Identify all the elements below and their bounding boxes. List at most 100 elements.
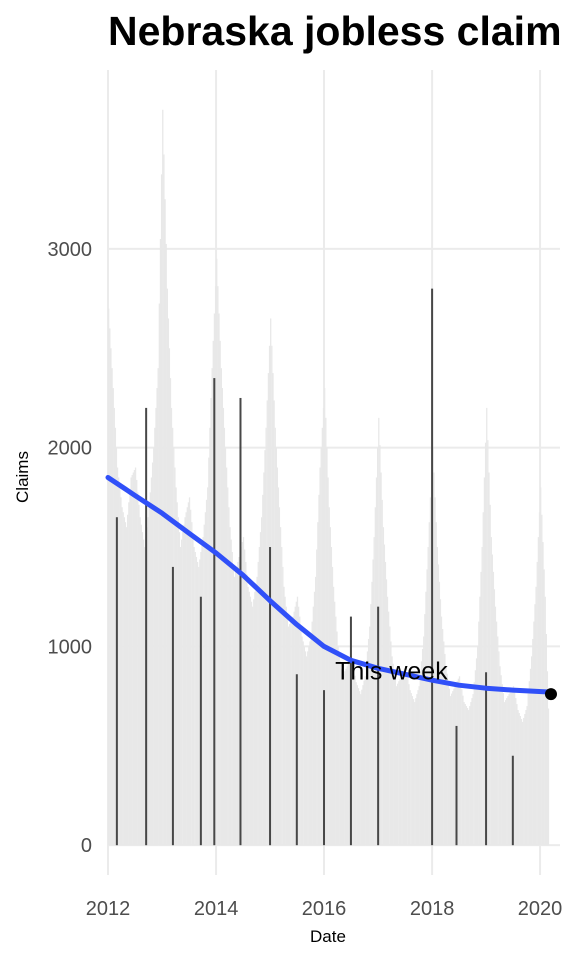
this-week-annotation: This week [335,657,448,685]
background-bar [273,400,275,846]
background-bar [437,564,440,846]
background-bar [410,693,412,846]
background-bar [475,658,478,846]
axis-labels: 2012 2014 2016 2018 2020 0 1000 2000 3000 Date Cla… [13,239,562,946]
background-bar [479,596,481,846]
background-bar [257,561,259,846]
background-bar [185,512,187,846]
background-bar [443,641,445,846]
background-bar [259,532,262,846]
background-bar [421,648,424,846]
background-bar [241,542,244,846]
background-bar [122,512,124,846]
background-bar [266,400,268,846]
background-bar [469,706,471,846]
background-bar [218,313,220,846]
background-bar [420,661,423,846]
background-bar [154,427,156,846]
background-bar [238,556,240,846]
background-bar [164,199,166,846]
background-bar [139,517,141,846]
background-bar [499,666,501,846]
background-bar [229,527,231,846]
background-bar [404,666,407,846]
background-bar [317,522,319,846]
background-bar [264,450,266,846]
background-bar [416,694,418,846]
background-bar [293,611,295,846]
background-bar [444,653,446,846]
background-bar [506,698,508,846]
background-bar [462,695,464,846]
background-bar [482,512,484,846]
background-bar [174,467,176,846]
background-bar [132,472,134,846]
background-bar [221,388,224,846]
background-bar [121,507,123,846]
background-bar [492,571,495,846]
background-bar [508,694,510,846]
background-bar [395,686,398,846]
background-bar [391,656,393,846]
background-bar [119,487,121,846]
background-bar [418,686,420,846]
background-bar [148,507,150,846]
background-bar [523,717,525,846]
background-bar [242,537,245,846]
background-bar [299,616,301,846]
background-bar [190,509,192,846]
background-bar [544,596,546,846]
background-bar [488,472,490,846]
background-bar [460,682,462,846]
background-bar [202,537,204,846]
background-bar [484,442,487,846]
background-bar [353,669,355,846]
claims-bar [511,755,514,846]
background-bar [343,673,345,846]
background-bar [194,552,196,846]
background-bar [388,611,390,846]
background-bar [487,440,489,846]
background-bar [230,539,232,846]
background-bar [457,678,460,846]
background-bar [214,286,217,846]
background-bar [541,514,543,846]
background-bar [498,651,500,846]
background-bar [324,388,326,846]
background-bar [448,688,451,846]
background-bar [191,522,193,846]
background-bar [255,584,257,846]
background-bar [371,581,373,846]
background-bar [503,702,506,846]
background-bar [465,706,468,846]
background-bar [346,666,348,846]
background-bar [358,691,361,846]
background-bar [354,675,356,846]
background-bar [517,710,519,846]
background-bar [284,596,286,846]
x-tick-label: 2018 [410,898,455,920]
background-bar [300,626,302,846]
background-bar [291,619,293,846]
background-bar [360,694,362,846]
background-bar [282,566,284,846]
claims-bar [199,596,202,846]
background-bar [384,561,387,846]
background-bar [263,472,265,846]
y-tick-label: 3000 [48,239,93,261]
background-bar [522,721,524,846]
background-bar [536,561,538,846]
background-bar [519,715,522,846]
background-bar [403,668,406,846]
background-bar [397,683,399,846]
background-bar [386,596,389,846]
background-bar [253,599,255,846]
background-bar [211,368,213,846]
background-bar [411,696,414,846]
background-bar [281,547,283,846]
background-bar [507,696,509,846]
background-bar [201,544,203,846]
background-bar [332,586,335,846]
background-bar [380,472,382,846]
background-bar [344,671,346,846]
